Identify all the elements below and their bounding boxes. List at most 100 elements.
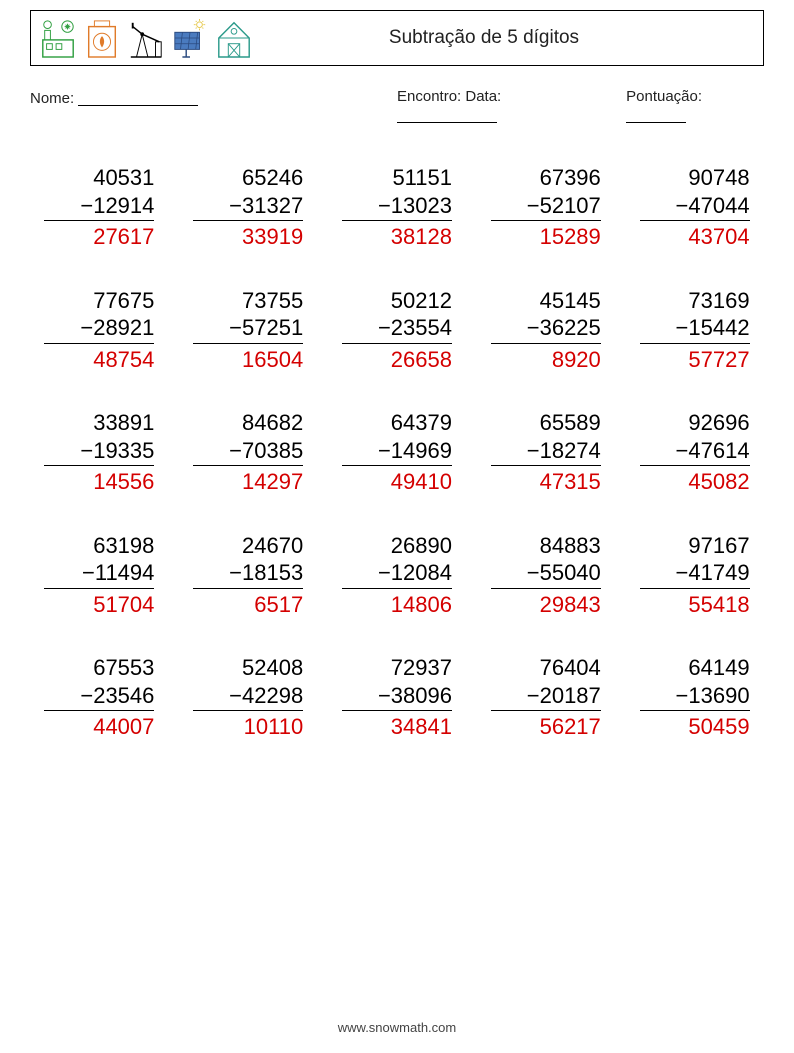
subtrahend: −36225 (491, 314, 601, 344)
name-blank (78, 91, 198, 106)
problem: 67553−2354644007 (44, 654, 154, 741)
minuend: 73169 (640, 287, 750, 315)
subtrahend: −47614 (640, 437, 750, 467)
subtrahend: −57251 (193, 314, 303, 344)
date-blank (397, 108, 497, 123)
minuend: 52408 (193, 654, 303, 682)
subtrahend: −38096 (342, 682, 452, 712)
problem: 92696−4761445082 (640, 409, 750, 496)
subtrahend: −23554 (342, 314, 452, 344)
answer: 50459 (640, 711, 750, 741)
subtrahend: −28921 (44, 314, 154, 344)
minuend: 64379 (342, 409, 452, 437)
minuend: 72937 (342, 654, 452, 682)
minuend: 50212 (342, 287, 452, 315)
problem: 52408−4229810110 (193, 654, 303, 741)
problem: 63198−1149451704 (44, 532, 154, 619)
answer: 57727 (640, 344, 750, 374)
minuend: 97167 (640, 532, 750, 560)
subtrahend: −15442 (640, 314, 750, 344)
minuend: 40531 (44, 164, 154, 192)
minuend: 77675 (44, 287, 154, 315)
problem: 51151−1302338128 (342, 164, 452, 251)
answer: 29843 (491, 589, 601, 619)
minuend: 65589 (491, 409, 601, 437)
minuend: 67396 (491, 164, 601, 192)
answer: 27617 (44, 221, 154, 251)
worksheet-title: Subtração de 5 dígitos (253, 27, 755, 49)
problem: 33891−1933514556 (44, 409, 154, 496)
subtrahend: −13023 (342, 192, 452, 222)
answer: 48754 (44, 344, 154, 374)
problem: 90748−4704443704 (640, 164, 750, 251)
subtrahend: −12914 (44, 192, 154, 222)
date-label: Encontro: Data: (397, 88, 501, 105)
score-label: Pontuação: (626, 88, 702, 105)
problem: 84682−7038514297 (193, 409, 303, 496)
problem: 65246−3132733919 (193, 164, 303, 251)
minuend: 64149 (640, 654, 750, 682)
problem: 64149−1369050459 (640, 654, 750, 741)
subtrahend: −42298 (193, 682, 303, 712)
minuend: 33891 (44, 409, 154, 437)
minuend: 92696 (640, 409, 750, 437)
solar-panel-icon (171, 16, 209, 60)
info-row: Nome: Encontro: Data: Pontuação: (30, 88, 764, 124)
name-label: Nome: (30, 90, 74, 107)
subtrahend: −18153 (193, 559, 303, 589)
problem: 26890−1208414806 (342, 532, 452, 619)
problem: 76404−2018756217 (491, 654, 601, 741)
answer: 26658 (342, 344, 452, 374)
subtrahend: −20187 (491, 682, 601, 712)
subtrahend: −47044 (640, 192, 750, 222)
minuend: 45145 (491, 287, 601, 315)
problems-grid: 40531−129142761765246−313273391951151−13… (30, 164, 764, 741)
answer: 10110 (193, 711, 303, 741)
minuend: 73755 (193, 287, 303, 315)
subtrahend: −19335 (44, 437, 154, 467)
problem: 45145−362258920 (491, 287, 601, 374)
answer: 45082 (640, 466, 750, 496)
answer: 51704 (44, 589, 154, 619)
subtrahend: −70385 (193, 437, 303, 467)
subtrahend: −13690 (640, 682, 750, 712)
answer: 14297 (193, 466, 303, 496)
problem: 24670−181536517 (193, 532, 303, 619)
problem: 40531−1291427617 (44, 164, 154, 251)
factory-icon (39, 16, 77, 60)
footer-url: www.snowmath.com (0, 1020, 794, 1035)
answer: 34841 (342, 711, 452, 741)
subtrahend: −11494 (44, 559, 154, 589)
oil-pump-icon (127, 16, 165, 60)
problem: 97167−4174955418 (640, 532, 750, 619)
header-icons (39, 16, 253, 60)
problem: 67396−5210715289 (491, 164, 601, 251)
answer: 43704 (640, 221, 750, 251)
minuend: 90748 (640, 164, 750, 192)
problem: 72937−3809634841 (342, 654, 452, 741)
problem: 50212−2355426658 (342, 287, 452, 374)
subtrahend: −18274 (491, 437, 601, 467)
minuend: 24670 (193, 532, 303, 560)
minuend: 51151 (342, 164, 452, 192)
answer: 47315 (491, 466, 601, 496)
minuend: 76404 (491, 654, 601, 682)
subtrahend: −55040 (491, 559, 601, 589)
problem: 65589−1827447315 (491, 409, 601, 496)
minuend: 84682 (193, 409, 303, 437)
answer: 14806 (342, 589, 452, 619)
header: Subtração de 5 dígitos (30, 10, 764, 66)
answer: 14556 (44, 466, 154, 496)
minuend: 63198 (44, 532, 154, 560)
barn-icon (215, 16, 253, 60)
minuend: 26890 (342, 532, 452, 560)
problem: 77675−2892148754 (44, 287, 154, 374)
answer: 56217 (491, 711, 601, 741)
problem: 64379−1496949410 (342, 409, 452, 496)
problem: 73169−1544257727 (640, 287, 750, 374)
answer: 44007 (44, 711, 154, 741)
answer: 15289 (491, 221, 601, 251)
answer: 38128 (342, 221, 452, 251)
answer: 16504 (193, 344, 303, 374)
minuend: 65246 (193, 164, 303, 192)
